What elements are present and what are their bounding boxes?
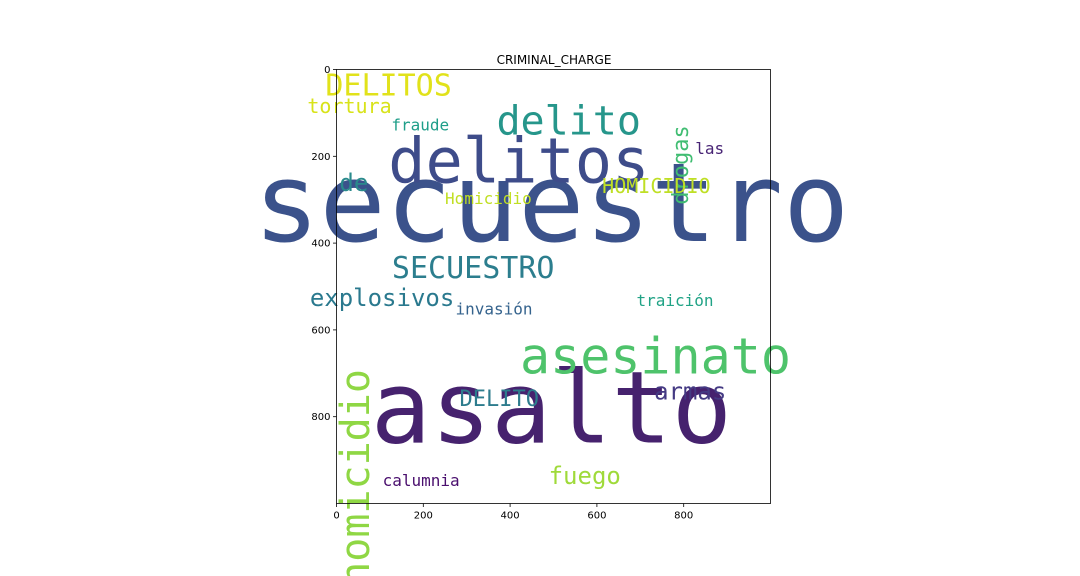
word-delito: DELITO bbox=[460, 387, 539, 412]
word-asalto: asalto bbox=[371, 350, 732, 467]
y-tick-label: 600 bbox=[311, 325, 330, 336]
y-tick-label: 0 bbox=[324, 65, 330, 76]
x-tick-label: 600 bbox=[587, 511, 606, 522]
word-calumnia: calumnia bbox=[383, 471, 460, 490]
ticks-layer: 0 200 400 600 800 0 200 400 600 800 bbox=[311, 65, 693, 522]
word-de: de bbox=[339, 169, 368, 197]
word-secuestro: secuestro bbox=[253, 139, 849, 267]
x-tick-label: 200 bbox=[414, 511, 433, 522]
word-fraude: fraude bbox=[391, 115, 449, 134]
word-invasi-n: invasión bbox=[456, 300, 533, 319]
word-delitos: DELITOS bbox=[325, 69, 451, 104]
word-drogas: drogas bbox=[669, 125, 694, 204]
word-delito: delito bbox=[496, 99, 641, 145]
word-secuestro: SECUESTRO bbox=[392, 251, 555, 286]
word-delitos: delitos bbox=[388, 124, 649, 197]
y-tick-label: 200 bbox=[311, 152, 330, 163]
word-las: las bbox=[695, 139, 724, 158]
axes-frame bbox=[336, 69, 771, 504]
y-tick-label: 800 bbox=[311, 412, 330, 423]
x-tick-label: 800 bbox=[674, 511, 693, 522]
word-homicidio: Homicidio bbox=[445, 189, 532, 208]
x-tick-label: 0 bbox=[333, 511, 339, 522]
chart-title: CRIMINAL_CHARGE bbox=[497, 53, 612, 67]
word-asesinato: asesinato bbox=[520, 327, 791, 385]
x-tick-label: 400 bbox=[501, 511, 520, 522]
words-layer: secuestro asalto delitos asesinato delito hom… bbox=[253, 69, 849, 576]
word-fuego: fuego bbox=[549, 462, 621, 490]
word-homicidio: HOMICIDIO bbox=[602, 174, 710, 198]
word-homicidio: homicidio bbox=[333, 369, 379, 576]
y-tick-label: 400 bbox=[311, 239, 330, 250]
word-explosivos: explosivos bbox=[310, 284, 455, 312]
word-traici-n: traición bbox=[636, 291, 713, 310]
word-tortura: tortura bbox=[307, 94, 391, 118]
word-armas: armas bbox=[654, 377, 726, 405]
